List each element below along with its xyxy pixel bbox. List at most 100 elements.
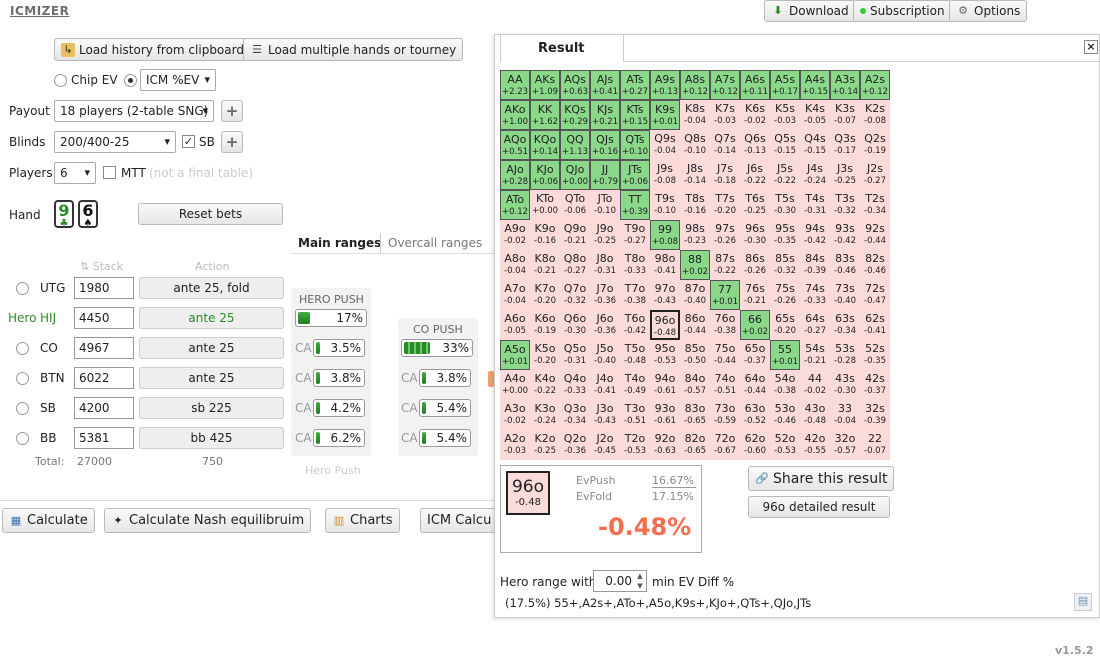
grid-cell[interactable]: 82s -0.46 [860,250,890,280]
grid-cell[interactable]: A4o +0.00 [500,370,530,400]
grid-cell[interactable]: KTs +0.15 [620,100,650,130]
grid-cell[interactable]: 84o -0.57 [680,370,710,400]
grid-cell[interactable]: 65s -0.20 [770,310,800,340]
grid-cell[interactable]: T3s -0.32 [830,190,860,220]
grid-cell[interactable]: 93o -0.61 [650,400,680,430]
player-stack-input[interactable]: 4200 [74,397,134,419]
grid-cell[interactable]: A6o -0.05 [500,310,530,340]
grid-cell[interactable]: J3o -0.43 [590,400,620,430]
grid-cell[interactable]: T3o -0.51 [620,400,650,430]
grid-cell[interactable]: J4s -0.24 [800,160,830,190]
grid-cell[interactable]: T8o -0.33 [620,250,650,280]
grid-cell[interactable]: JTo -0.10 [590,190,620,220]
grid-cell[interactable]: 83o -0.65 [680,400,710,430]
grid-cell[interactable]: J3s -0.25 [830,160,860,190]
grid-cell[interactable]: AJs +0.41 [590,70,620,100]
grid-cell[interactable]: AKo +1.00 [500,100,530,130]
grid-cell[interactable]: A4s +0.15 [800,70,830,100]
grid-cell[interactable]: T6o -0.42 [620,310,650,340]
icm-ev-radio[interactable] [124,74,137,87]
player-action[interactable]: ante 25 [139,367,284,389]
reset-bets-button[interactable]: Reset bets [138,203,283,225]
grid-cell[interactable]: 98s -0.23 [680,220,710,250]
hand-card-2[interactable]: 6 ♠ [78,200,98,229]
grid-cell[interactable]: Q9s -0.04 [650,130,680,160]
grid-cell[interactable]: JJ +0.79 [590,160,620,190]
grid-cell[interactable]: 43s -0.30 [830,370,860,400]
grid-cell[interactable]: Q2o -0.36 [560,430,590,460]
grid-cell[interactable]: AQo +0.51 [500,130,530,160]
grid-cell[interactable]: T7s -0.20 [710,190,740,220]
mtt-checkbox[interactable] [103,166,116,179]
hand-card-1[interactable]: 9 ♣ [54,200,74,229]
grid-cell[interactable]: QJs +0.16 [590,130,620,160]
grid-cell[interactable]: AJo +0.28 [500,160,530,190]
grid-cell[interactable]: K8o -0.21 [530,250,560,280]
grid-cell[interactable]: 54s -0.21 [800,340,830,370]
grid-cell[interactable]: K7o -0.20 [530,280,560,310]
grid-cell[interactable]: J6o -0.36 [590,310,620,340]
grid-cell[interactable]: T9s -0.10 [650,190,680,220]
download-button[interactable]: ⬇ Download [764,0,856,22]
grid-cell[interactable]: Q8o -0.27 [560,250,590,280]
ca-bar-btn[interactable]: 3.8% [313,369,365,387]
grid-cell[interactable]: 42s -0.37 [860,370,890,400]
grid-cell[interactable]: T6s -0.25 [740,190,770,220]
charts-button[interactable]: ▥ Charts [325,508,400,533]
options-button[interactable]: ⚙ Options [949,0,1028,22]
grid-cell[interactable]: 53s -0.28 [830,340,860,370]
grid-cell[interactable]: T8s -0.16 [680,190,710,220]
grid-cell[interactable]: 96s -0.30 [740,220,770,250]
grid-cell[interactable]: 95s -0.35 [770,220,800,250]
grid-cell[interactable]: ATo +0.12 [500,190,530,220]
share-result-button[interactable]: 🔗 Share this result [748,466,895,491]
grid-cell[interactable]: 32o -0.57 [830,430,860,460]
sb-checkbox[interactable]: ✓ [182,135,195,148]
grid-cell[interactable]: AKs +1.09 [530,70,560,100]
grid-cell[interactable]: 92o -0.63 [650,430,680,460]
grid-cell[interactable]: A9o -0.02 [500,220,530,250]
grid-cell[interactable]: 52s -0.35 [860,340,890,370]
grid-cell[interactable]: 87o -0.40 [680,280,710,310]
grid-cell[interactable]: 88 +0.02 [680,250,710,280]
grid-cell[interactable]: K8s -0.04 [680,100,710,130]
spinner-icon[interactable]: ▲ ▼ [637,572,643,590]
ca-bar-bb[interactable]: 5.4% [419,429,471,447]
grid-cell[interactable]: 43o -0.48 [800,400,830,430]
grid-cell[interactable]: J9o -0.25 [590,220,620,250]
grid-cell[interactable]: 72o -0.67 [710,430,740,460]
grid-cell[interactable]: K7s -0.03 [710,100,740,130]
grid-cell[interactable]: K6s -0.02 [740,100,770,130]
grid-cell[interactable]: TT +0.39 [620,190,650,220]
grid-cell[interactable]: Q3o -0.34 [560,400,590,430]
ca-bar-bb[interactable]: 6.2% [313,429,365,447]
grid-cell[interactable]: T5o -0.48 [620,340,650,370]
grid-cell[interactable]: 86s -0.26 [740,250,770,280]
grid-cell[interactable]: 54o -0.38 [770,370,800,400]
grid-cell[interactable]: 33 -0.04 [830,400,860,430]
grid-cell[interactable]: 76o -0.38 [710,310,740,340]
player-action[interactable]: bb 425 [139,427,284,449]
grid-cell[interactable]: KQs +0.29 [560,100,590,130]
grid-cell[interactable]: 83s -0.46 [830,250,860,280]
player-radio[interactable] [16,372,29,385]
grid-cell[interactable]: 95o -0.53 [650,340,680,370]
grid-cell[interactable]: 97s -0.26 [710,220,740,250]
grid-cell[interactable]: 63o -0.52 [740,400,770,430]
grid-cell[interactable]: 84s -0.39 [800,250,830,280]
hero-push-hij-bar[interactable]: 17% [295,309,367,327]
grid-cell[interactable]: A3o -0.02 [500,400,530,430]
grid-cell[interactable]: 73s -0.40 [830,280,860,310]
player-action[interactable]: sb 225 [139,397,284,419]
grid-cell[interactable]: Q7s -0.14 [710,130,740,160]
grid-cell[interactable]: A2s +0.12 [860,70,890,100]
grid-cell[interactable]: J6s -0.22 [740,160,770,190]
grid-cell[interactable]: ATs +0.27 [620,70,650,100]
grid-cell[interactable]: K4o -0.22 [530,370,560,400]
ca-bar-sb[interactable]: 4.2% [313,399,365,417]
grid-cell[interactable]: 76s -0.21 [740,280,770,310]
grid-cell[interactable]: T2s -0.34 [860,190,890,220]
grid-cell[interactable]: 94o -0.61 [650,370,680,400]
grid-cell[interactable]: 32s -0.39 [860,400,890,430]
blinds-select[interactable]: 200/400-25 [54,131,176,153]
